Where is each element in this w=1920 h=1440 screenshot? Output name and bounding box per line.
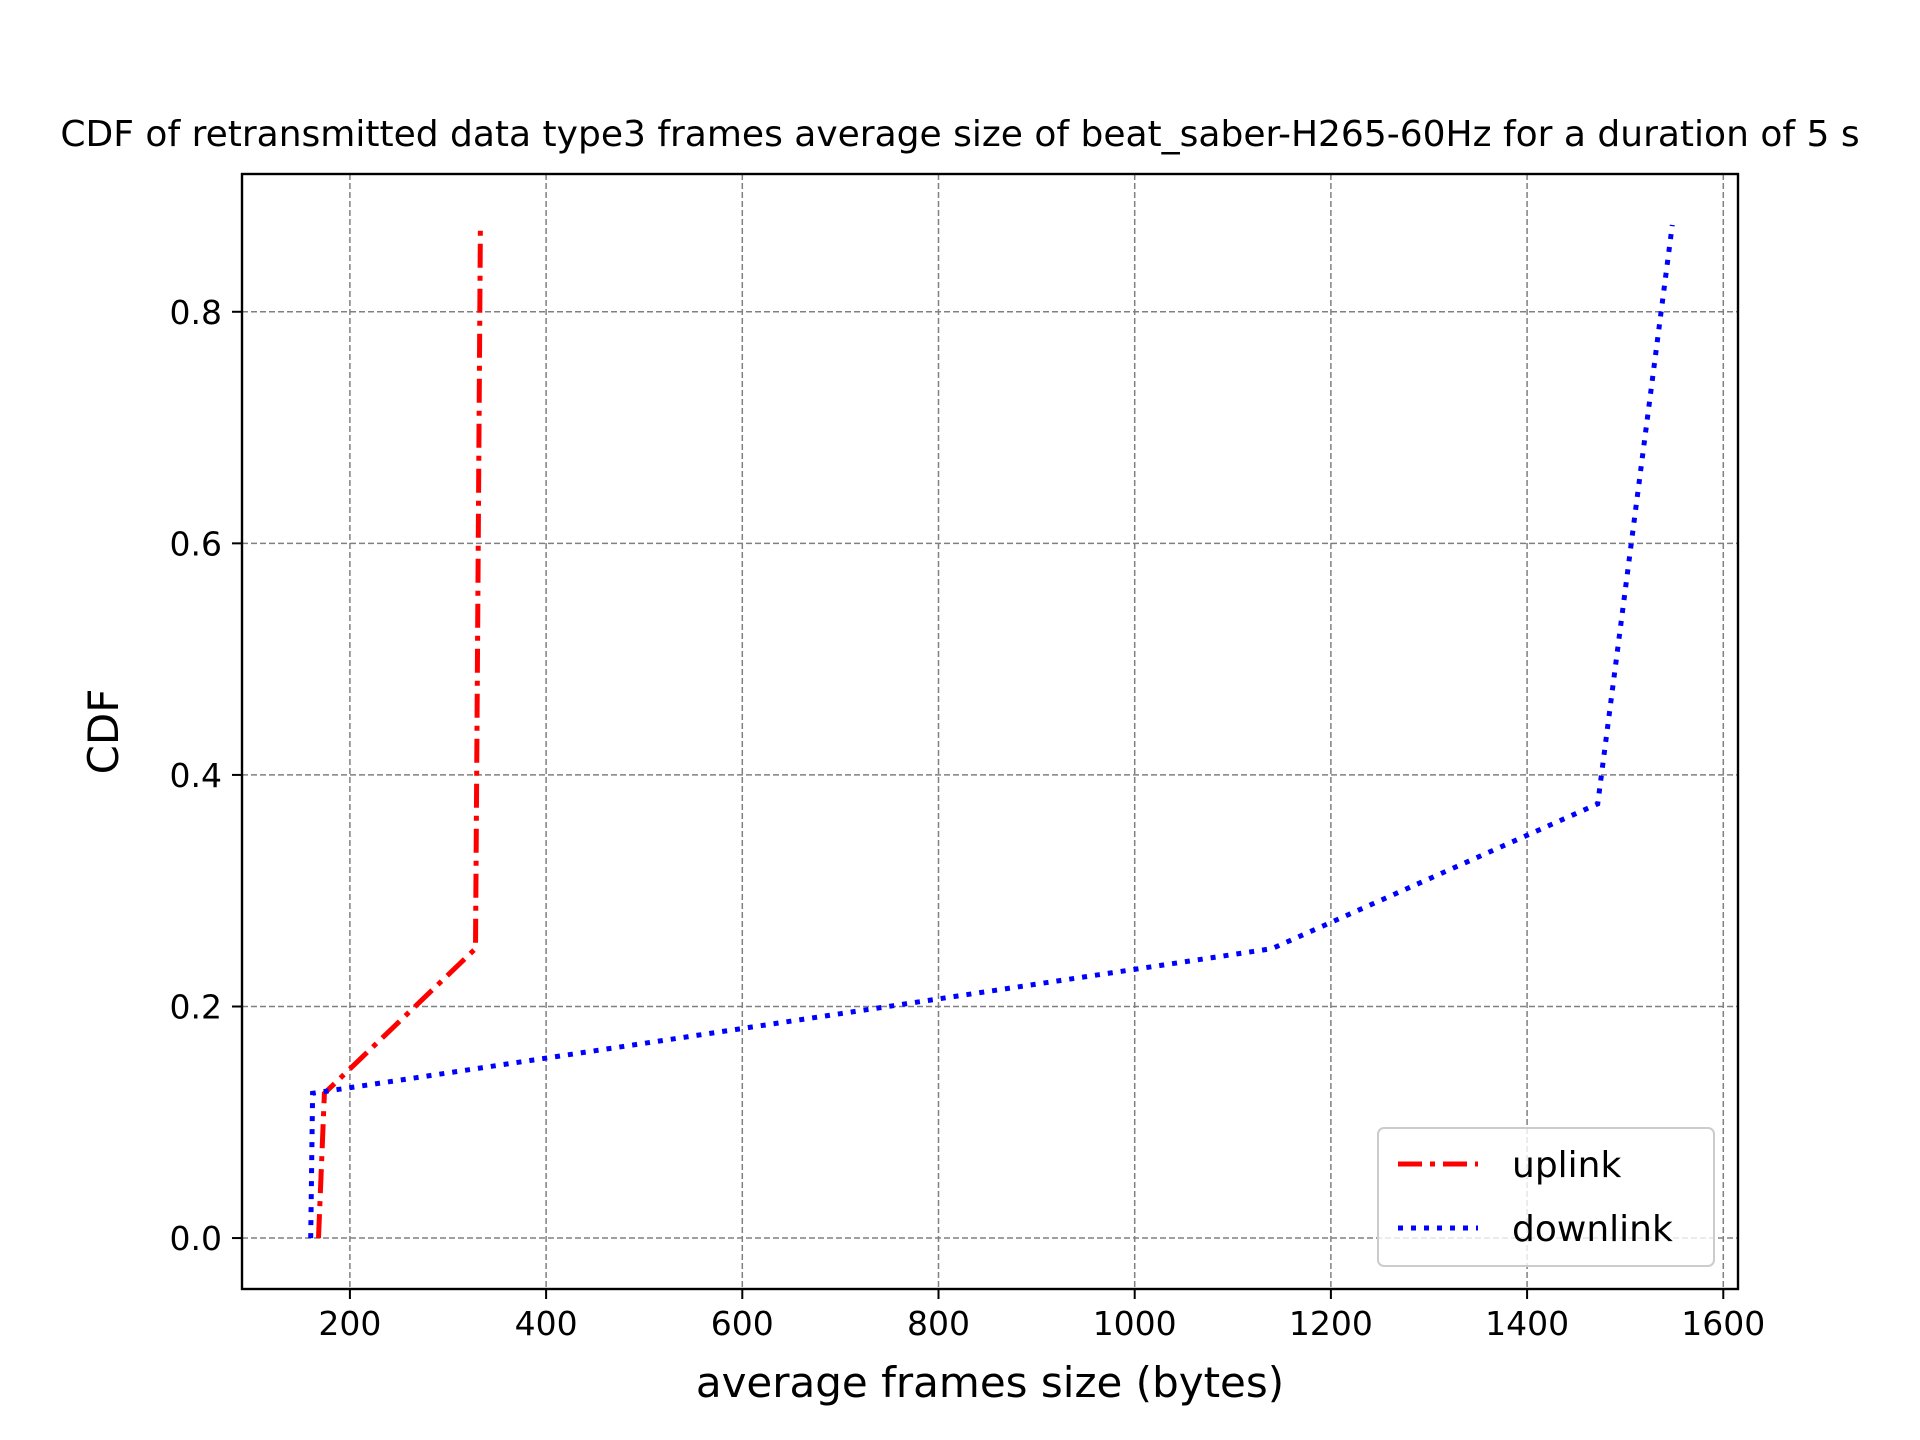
plot-area-frame (240, 172, 1740, 1291)
downlink-series-line (308, 224, 1675, 1239)
series-layer (308, 224, 1675, 1239)
x-axis-label: average frames size (bytes) (696, 1358, 1284, 1407)
y-tick-label-0.0: 0.0 (170, 1219, 222, 1258)
legend: uplink downlink (1377, 1127, 1715, 1267)
grid (242, 174, 1738, 1289)
x-tick-label-800: 800 (907, 1304, 970, 1343)
x-tick-label-1200: 1200 (1289, 1304, 1373, 1343)
y-tick-label-0.4: 0.4 (170, 756, 222, 795)
x-tick-label-400: 400 (515, 1304, 578, 1343)
chart-title: CDF of retransmitted data type3 frames a… (60, 114, 1859, 155)
x-tick-label-1400: 1400 (1485, 1304, 1569, 1343)
legend-label-uplink: uplink (1512, 1145, 1621, 1186)
x-axis: 200 400 600 800 1000 1200 1400 1600 (318, 1289, 1765, 1343)
legend-label-downlink: downlink (1512, 1209, 1673, 1250)
x-tick-label-200: 200 (318, 1304, 381, 1343)
y-tick-label-0.6: 0.6 (170, 524, 222, 563)
x-tick-label-600: 600 (711, 1304, 774, 1343)
y-axis-label: CDF (79, 689, 128, 775)
y-tick-label-0.2: 0.2 (170, 987, 222, 1026)
uplink-series-line (316, 224, 483, 1239)
y-tick-label-0.8: 0.8 (170, 293, 222, 332)
x-tick-label-1600: 1600 (1681, 1304, 1765, 1343)
x-tick-label-1000: 1000 (1093, 1304, 1177, 1343)
y-axis: 0.0 0.2 0.4 0.6 0.8 (170, 293, 242, 1258)
